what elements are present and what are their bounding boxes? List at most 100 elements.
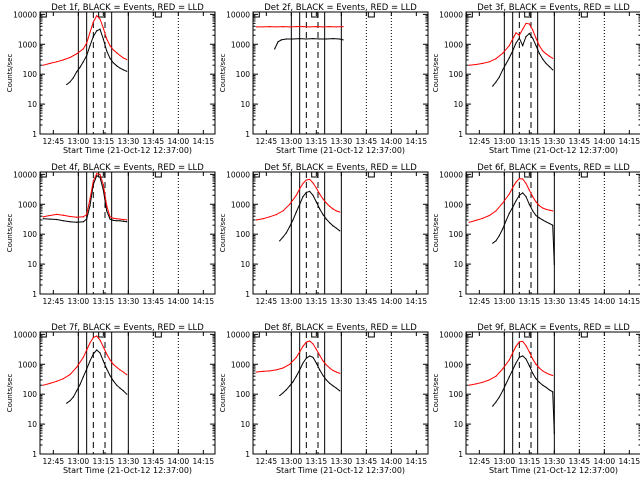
- lld-data-point: [122, 57, 124, 59]
- events-data-point: [102, 360, 104, 362]
- x-tick-label: 13:00: [68, 297, 90, 306]
- events-data-point: [72, 77, 74, 79]
- events-data-point: [548, 389, 550, 391]
- events-data-point: [518, 37, 520, 39]
- y-tick-label: 100: [236, 390, 251, 399]
- x-axis-label: Start Time (21-Oct-12 12:37:00): [489, 146, 618, 155]
- events-data-point: [548, 222, 550, 224]
- y-tick-label: 1000: [444, 360, 463, 369]
- lld-data-point: [332, 369, 334, 372]
- y-tick-label: 1: [458, 130, 463, 139]
- lld-data-point: [295, 194, 297, 196]
- lld-series-line: [256, 340, 340, 374]
- lld-data-point: [512, 38, 514, 40]
- lld-data-point: [502, 368, 504, 370]
- events-data-point: [292, 38, 294, 40]
- y-tick-label: 100: [23, 230, 38, 239]
- lld-data-point: [126, 374, 128, 376]
- lld-data-point: [96, 15, 98, 17]
- lld-data-point: [269, 25, 271, 28]
- y-tick-label: 1: [245, 290, 250, 299]
- x-tick-label: 13:15: [93, 137, 115, 146]
- events-data-point: [492, 242, 494, 244]
- lld-data-point: [116, 52, 118, 54]
- lld-data-point: [508, 193, 510, 195]
- lld-data-point: [86, 214, 88, 216]
- events-data-point: [292, 381, 294, 383]
- y-tick-label: 1000: [444, 40, 463, 49]
- y-tick-label: 10000: [13, 330, 37, 339]
- x-tick-label: 13:30: [118, 137, 140, 146]
- events-data-point: [545, 62, 547, 64]
- events-data-point: [285, 232, 287, 234]
- lld-data-point: [552, 57, 554, 59]
- y-tick-label: 10000: [13, 170, 37, 179]
- lld-data-point: [538, 367, 540, 369]
- y-tick-label: 10000: [439, 170, 463, 179]
- x-tick-label: 13:30: [544, 457, 566, 466]
- events-data-point: [69, 400, 71, 402]
- lld-data-point: [109, 216, 111, 218]
- x-tick-label: 13:45: [356, 297, 378, 306]
- y-axis-label: Counts/sec: [6, 374, 14, 413]
- x-tick-label: 14:00: [168, 297, 190, 306]
- lld-data-point: [552, 210, 554, 212]
- lld-data-point: [525, 22, 527, 24]
- events-data-point: [82, 61, 84, 63]
- events-data-point: [515, 362, 517, 364]
- y-tick-label: 10: [240, 260, 250, 269]
- y-tick-label: 1000: [231, 40, 250, 49]
- events-data-point: [274, 48, 276, 50]
- x-tick-label: 13:15: [93, 297, 115, 306]
- events-data-point: [545, 221, 547, 223]
- lld-series-line: [43, 173, 127, 221]
- y-tick-label: 1: [32, 130, 37, 139]
- events-data-point: [106, 50, 108, 52]
- lld-data-point: [339, 372, 341, 374]
- x-axis-label: Start Time (21-Oct-12 12:37:00): [276, 466, 405, 475]
- time-marker-box: [367, 171, 375, 178]
- events-data-point: [96, 349, 98, 351]
- x-tick-label: 13:30: [331, 457, 353, 466]
- lld-data-point: [305, 341, 307, 343]
- events-data-point: [538, 381, 540, 383]
- lld-data-point: [82, 48, 84, 50]
- x-tick-label: 12:45: [469, 457, 491, 466]
- events-series-line: [274, 38, 344, 50]
- events-data-point: [335, 227, 337, 229]
- lld-data-point: [76, 216, 78, 218]
- events-data-point: [126, 70, 128, 72]
- lld-data-point: [545, 372, 547, 374]
- x-tick-label: 13:45: [143, 457, 165, 466]
- x-tick-label: 12:45: [469, 137, 491, 146]
- y-tick-label: 1000: [231, 360, 250, 369]
- events-series-line: [66, 28, 127, 85]
- y-tick-label: 10: [27, 260, 37, 269]
- lld-data-point: [86, 349, 88, 351]
- lld-data-point: [116, 366, 118, 368]
- plot-frame: [465, 331, 640, 455]
- events-series-line: [279, 190, 341, 242]
- events-data-point: [285, 389, 287, 391]
- lld-data-point: [299, 351, 301, 353]
- lld-data-point: [542, 50, 544, 52]
- x-tick-label: 13:00: [281, 457, 303, 466]
- x-tick-label: 13:30: [118, 297, 140, 306]
- lld-data-point: [122, 371, 124, 373]
- events-data-point: [542, 219, 544, 221]
- x-tick-label: 13:45: [356, 457, 378, 466]
- panel-title: Det 9f, BLACK = Events, RED = LLD: [477, 323, 630, 333]
- x-tick-label: 13:30: [544, 137, 566, 146]
- events-data-point: [329, 222, 331, 224]
- events-series-line: [492, 355, 555, 434]
- lld-data-point: [515, 345, 517, 347]
- events-data-point: [498, 396, 500, 398]
- x-tick-label: 14:00: [594, 457, 616, 466]
- events-data-point: [512, 369, 514, 371]
- lld-data-point: [488, 214, 490, 217]
- lld-data-point: [482, 62, 484, 64]
- events-data-point: [277, 41, 279, 43]
- events-data-point: [99, 352, 101, 354]
- events-data-point: [319, 38, 321, 40]
- lld-data-point: [282, 25, 284, 28]
